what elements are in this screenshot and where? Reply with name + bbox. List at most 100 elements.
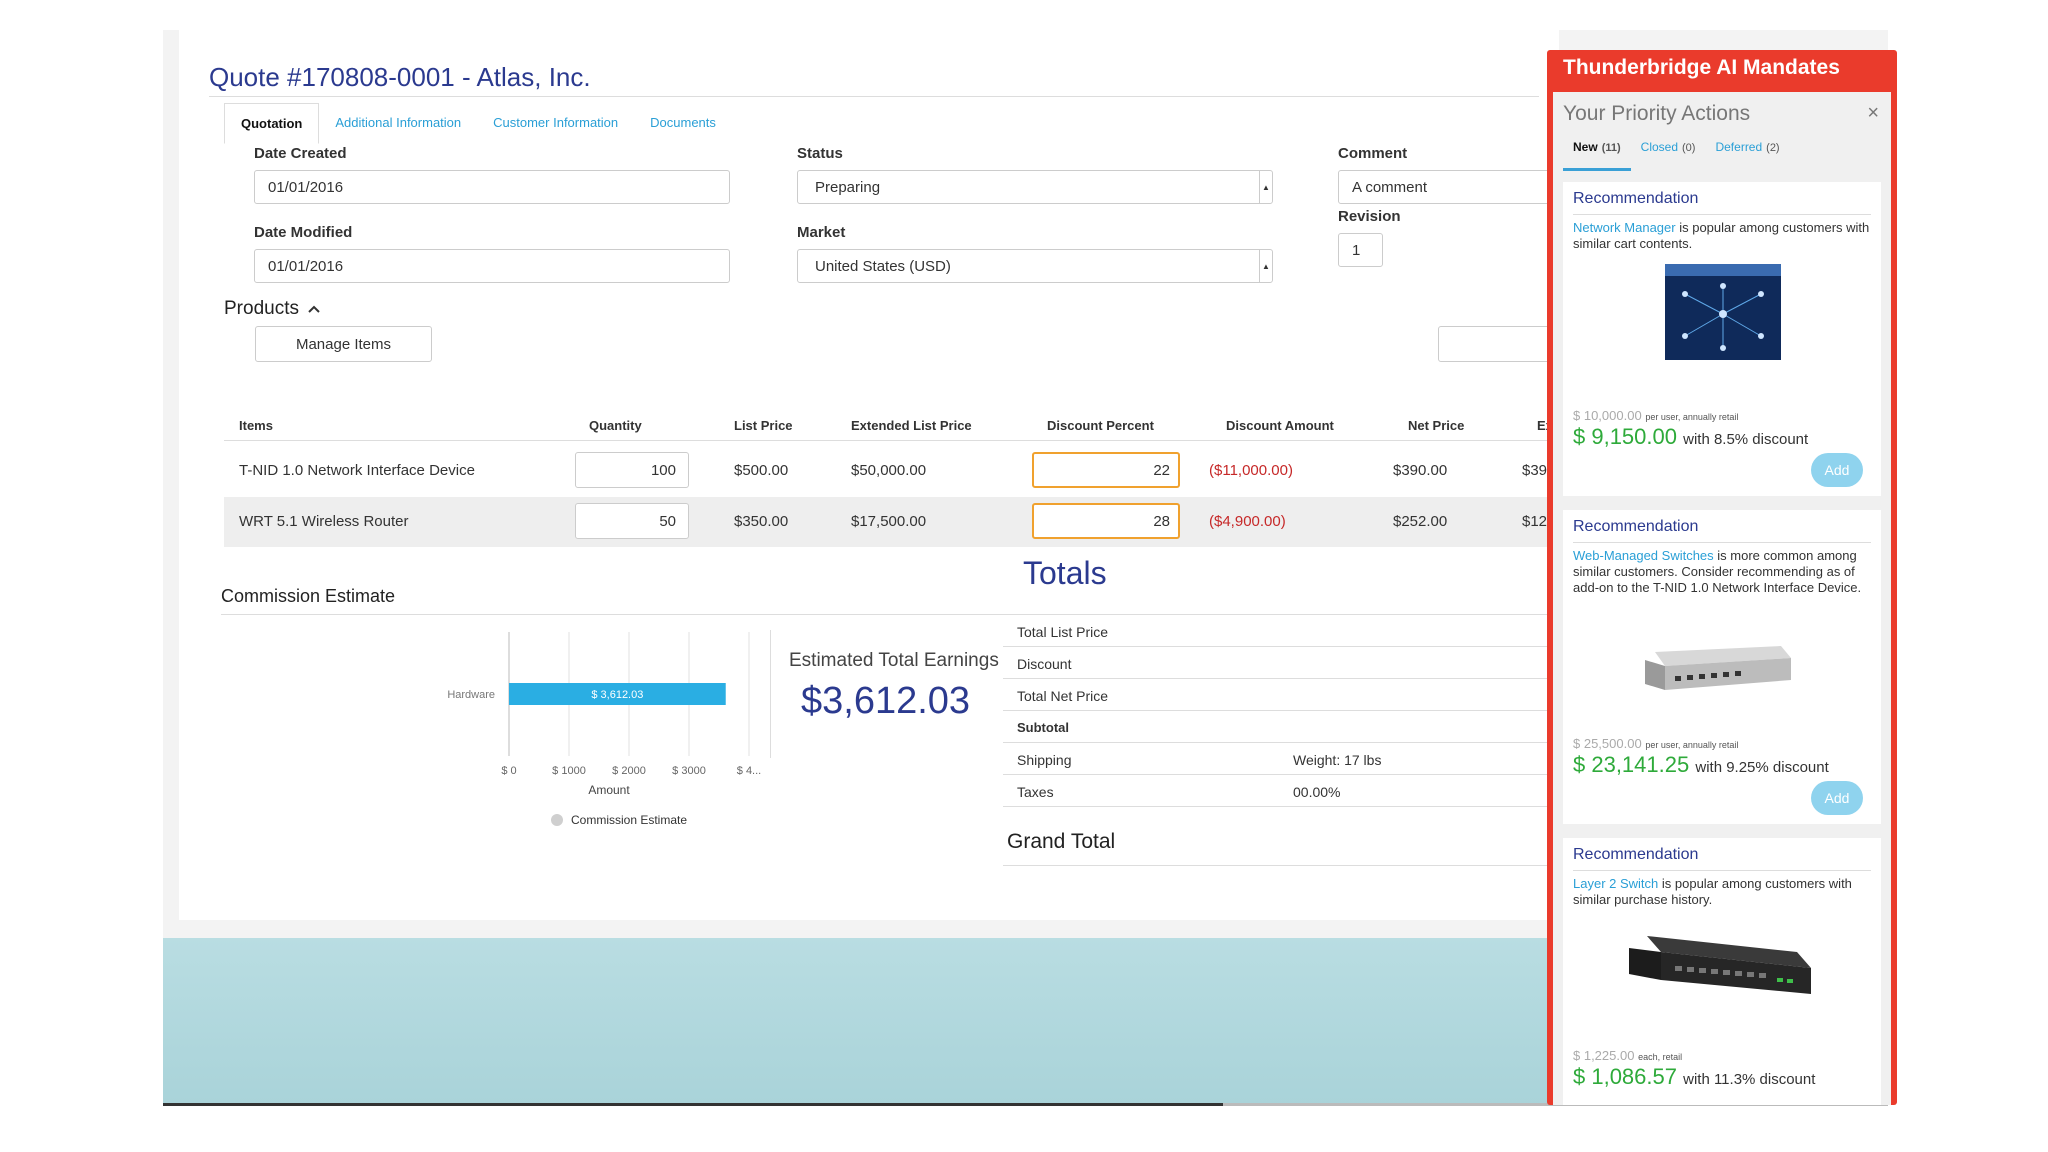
recommendation-body: is popular among customers with similar … (1573, 220, 1870, 251)
chevron-down-icon: ▲ (1259, 250, 1272, 282)
divider (1003, 865, 1559, 866)
tab-documents[interactable]: Documents (650, 115, 716, 130)
product-link[interactable]: Network Manager (1573, 220, 1676, 235)
tab-label: New (1573, 140, 1598, 154)
retail-price: $ 10,000.00 per user, annually retail (1573, 408, 1738, 423)
priority-actions-title: Your Priority Actions (1563, 102, 1751, 125)
ai-panel-title: Thunderbridge AI Mandates (1563, 56, 1840, 79)
comment-value: A comment (1352, 178, 1428, 196)
chevron-down-icon: ▲ (1259, 171, 1272, 203)
divider (1003, 806, 1559, 807)
tab-additional-information[interactable]: Additional Information (335, 115, 462, 130)
date-modified-input[interactable]: 01/01/2016 (254, 249, 730, 283)
item-name: T-NID 1.0 Network Interface Device (239, 462, 475, 479)
column-header-discount-percent: Discount Percent (1047, 418, 1154, 433)
column-header-net-price: Net Price (1408, 418, 1465, 433)
recommendation-text: Layer 2 Switch is popular among customer… (1573, 876, 1871, 908)
net-price: $390.00 (1393, 462, 1448, 479)
offer-price: $ 23,141.25 with 9.25% discount (1573, 752, 1829, 778)
quantity-input[interactable]: 100 (575, 452, 689, 488)
revision-value: 1 (1352, 241, 1361, 259)
totals-row: Total List Price (1003, 614, 1559, 647)
date-created-value: 01/01/2016 (268, 178, 344, 196)
tab-deferred[interactable]: Deferred (2) (1705, 140, 1789, 171)
totals-label: Discount (1017, 656, 1072, 672)
secondary-input[interactable] (1438, 326, 1559, 362)
status-value: Preparing (815, 178, 881, 196)
tab-new[interactable]: New (11) (1563, 140, 1631, 171)
date-modified-value: 01/01/2016 (268, 257, 344, 275)
discount-percent-input[interactable]: 28 (1032, 503, 1180, 539)
x-tick-label: $ 0 (501, 765, 516, 777)
comment-label: Comment (1338, 145, 1408, 162)
products-label: Products (224, 298, 299, 319)
priority-tabs: New (11) Closed (0) Deferred (2) (1563, 140, 1790, 171)
column-header-quantity: Quantity (589, 418, 642, 433)
chevron-up-icon (308, 305, 320, 313)
discount-amount: ($4,900.00) (1209, 513, 1286, 530)
market-value: United States (USD) (815, 257, 951, 275)
divider (1573, 542, 1871, 543)
price-value: $ 23,141.25 (1573, 752, 1690, 777)
manage-items-button[interactable]: Manage Items (255, 326, 432, 362)
network-manager-image (1665, 264, 1781, 360)
totals-row: Shipping Weight: 17 lbs (1003, 742, 1559, 775)
recommendation-card: Recommendation Layer 2 Switch is popular… (1563, 838, 1881, 1105)
totals-label: Shipping (1017, 752, 1072, 768)
price-value: $ 9,150.00 (1573, 424, 1677, 449)
comment-input[interactable]: A comment (1338, 170, 1559, 204)
retail-value: $ 10,000.00 (1573, 408, 1642, 423)
add-button[interactable]: Add (1811, 781, 1863, 815)
price-value: $ 1,086.57 (1573, 1064, 1677, 1089)
divider (209, 96, 1539, 97)
totals-row: Total Net Price (1003, 678, 1559, 711)
tab-closed[interactable]: Closed (0) (1631, 140, 1706, 171)
taxes-value: 00.00% (1293, 784, 1341, 800)
grand-total-label: Grand Total (1007, 830, 1116, 853)
shipping-value: Weight: 17 lbs (1293, 752, 1382, 768)
switch-image (1645, 646, 1791, 690)
totals-label: Total List Price (1017, 624, 1109, 640)
close-icon[interactable]: × (1867, 102, 1879, 124)
add-button[interactable]: Add (1811, 453, 1863, 487)
page-title: Quote #170808-0001 - Atlas, Inc. (209, 62, 591, 92)
totals-row: Taxes 00.00% (1003, 774, 1559, 807)
offer-price: $ 9,150.00 with 8.5% discount (1573, 424, 1808, 450)
divider (1573, 214, 1871, 215)
totals-row: Discount (1003, 646, 1559, 679)
status-label: Status (797, 145, 843, 162)
retail-note: per user, annually retail (1645, 740, 1739, 750)
market-select[interactable]: United States (USD) ▲ (797, 249, 1273, 283)
date-modified-label: Date Modified (254, 224, 353, 241)
extended-list-price: $50,000.00 (851, 462, 927, 479)
revision-label: Revision (1338, 208, 1401, 225)
tab-quotation[interactable]: Quotation (224, 103, 320, 144)
column-header-list-price: List Price (734, 418, 793, 433)
discount-note: with 9.25% discount (1695, 759, 1829, 776)
x-tick-label: $ 4... (737, 765, 761, 777)
divider (221, 614, 1005, 615)
x-axis-label: Amount (588, 783, 630, 797)
quantity-input[interactable]: 50 (575, 503, 689, 539)
chart-bar (509, 683, 726, 705)
revision-input[interactable]: 1 (1338, 233, 1383, 267)
retail-value: $ 1,225.00 (1573, 1048, 1635, 1063)
extended-net-price: $39 (1522, 462, 1548, 479)
product-link[interactable]: Web-Managed Switches (1573, 548, 1714, 563)
products-header[interactable]: Products (224, 298, 320, 320)
legend-label: Commission Estimate (571, 813, 687, 827)
quote-panel: Quote #170808-0001 - Atlas, Inc. Quotati… (179, 30, 1559, 920)
product-link[interactable]: Layer 2 Switch (1573, 876, 1659, 891)
date-created-input[interactable]: 01/01/2016 (254, 170, 730, 204)
discount-percent-input[interactable]: 22 (1032, 452, 1180, 488)
status-select[interactable]: Preparing ▲ (797, 170, 1273, 204)
table-row: WRT 5.1 Wireless Router 50 $350.00 $17,5… (224, 497, 1559, 547)
table-row: T-NID 1.0 Network Interface Device 100 $… (224, 446, 1559, 496)
recommendation-header: Recommendation (1573, 846, 1699, 863)
tab-customer-information[interactable]: Customer Information (493, 115, 619, 130)
recommendation-card: Recommendation Network Manager is popula… (1563, 182, 1881, 496)
list-price: $350.00 (734, 513, 789, 530)
column-header-items: Items (239, 418, 273, 433)
recommendation-card: Recommendation Web-Managed Switches is m… (1563, 510, 1881, 824)
data-label: $ 3,612.03 (591, 689, 643, 701)
